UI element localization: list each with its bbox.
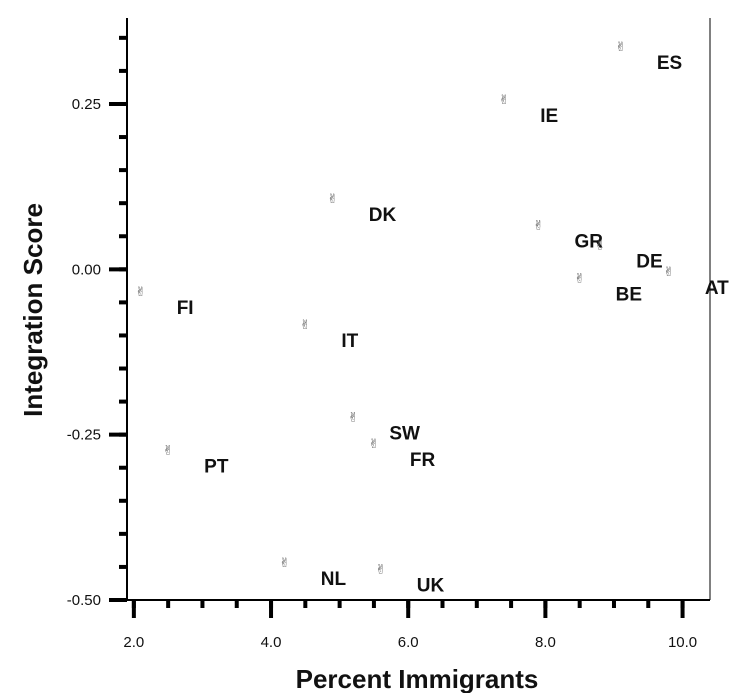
point-label: AT (705, 278, 729, 299)
point-label: FI (177, 298, 194, 319)
point-label: GR (575, 232, 604, 253)
x-axis-title: Percent Immigrants (296, 664, 539, 693)
points-layer: ✌ES✌IE✌DK ✌GR✌DE ✌AT✌BE✌FI✌IT✌SW✌FR✌PT✌NL ✌… (135, 40, 729, 596)
point-label: PT (204, 457, 229, 478)
point-marker: ✌ (499, 93, 510, 108)
point-marker: ✌ (327, 192, 338, 207)
plot-frame (126, 18, 711, 601)
y-axis-title: Integration Score (18, 203, 48, 417)
point-label: SW (389, 423, 420, 444)
point-marker: ✌ (574, 272, 585, 287)
point-label: BE (616, 285, 642, 306)
point-label: IE (540, 106, 558, 127)
y-axis: 0.25 0.00 -0.25 -0.50 (67, 35, 127, 609)
point-marker: ✌ (533, 219, 544, 234)
point-label: DK (369, 205, 397, 226)
point-marker: ✌ (279, 556, 290, 571)
point-marker: ✌ (375, 563, 386, 578)
point-label: ES (657, 53, 682, 74)
point-label: UK (417, 576, 445, 597)
point-marker: ✌ (615, 40, 626, 55)
point-marker: ✌ (663, 265, 674, 280)
point-label: FR (410, 450, 436, 471)
point-marker: ✌ (348, 410, 359, 425)
x-tick-label: 4.0 (261, 634, 282, 651)
point-marker: ✌ (368, 437, 379, 452)
y-tick-label: 0.00 (72, 261, 101, 278)
point-label: IT (341, 331, 358, 352)
point-marker: ✌ (135, 285, 146, 300)
point-label: DE (636, 251, 662, 272)
y-tick-label: -0.25 (67, 427, 101, 444)
point-marker: ✌ (300, 318, 311, 333)
x-tick-label: 8.0 (535, 634, 556, 651)
point-marker: ✌ (163, 444, 174, 459)
y-tick-label: 0.25 (72, 96, 101, 113)
x-tick-label: 10.0 (668, 634, 697, 651)
point-marker: ✌ (595, 238, 606, 253)
x-axis: 2.0 4.0 6.0 8.0 10.0 (123, 600, 697, 651)
point-label: NL (321, 569, 347, 590)
y-tick-label: -0.50 (67, 592, 101, 609)
x-tick-label: 2.0 (123, 634, 144, 651)
x-tick-label: 6.0 (398, 634, 419, 651)
